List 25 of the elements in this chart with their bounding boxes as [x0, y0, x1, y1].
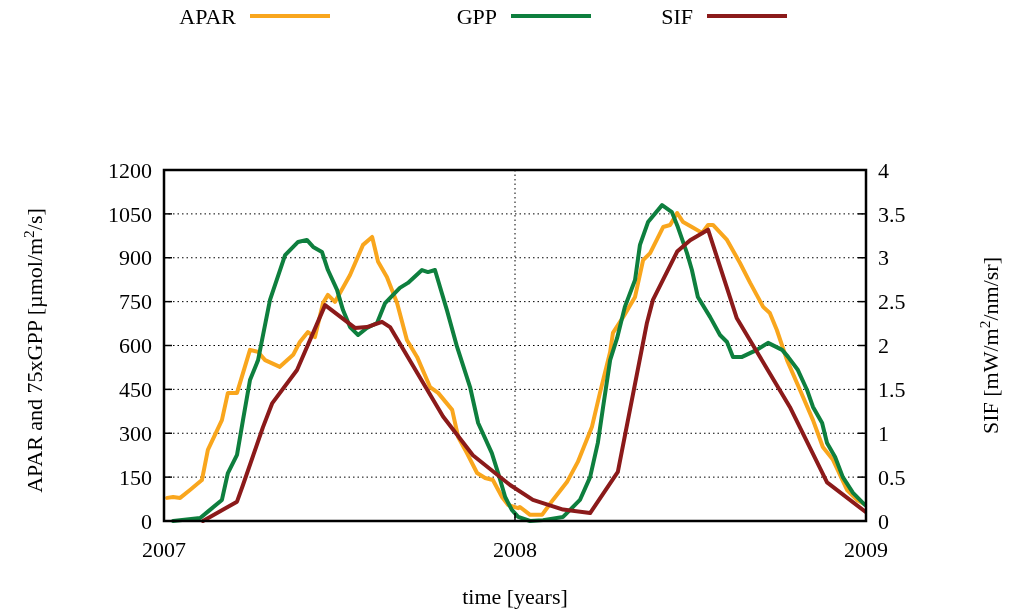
y2-tick-label: 1	[878, 420, 889, 446]
y2-tick-label: 3.5	[878, 201, 906, 227]
y-tick-label: 1050	[108, 201, 152, 227]
y-tick-label: 600	[119, 333, 152, 359]
y2-tick-label: 1.5	[878, 377, 906, 403]
y-tick-label: 450	[119, 377, 152, 403]
y-tick-label: 900	[119, 245, 152, 271]
x-tick-label: 2008	[493, 537, 537, 562]
y2-tick-label: 0	[878, 508, 889, 534]
y2-tick-label: 4	[878, 157, 889, 183]
y2-tick-label: 2.5	[878, 289, 906, 315]
y2-tick-label: 0.5	[878, 464, 906, 490]
y-tick-label: 150	[119, 464, 152, 490]
y-tick-label: 300	[119, 420, 152, 446]
x-axis-title: time [years]	[462, 584, 568, 609]
y-tick-label: 750	[119, 289, 152, 315]
legend-label: GPP	[456, 4, 497, 29]
legend-label: SIF	[661, 4, 693, 29]
y2-tick-label: 2	[878, 333, 889, 359]
y2-tick-label: 3	[878, 245, 889, 271]
y-tick-label: 1200	[108, 157, 152, 183]
legend-label: APAR	[179, 4, 237, 29]
y-tick-label: 0	[141, 508, 152, 534]
x-tick-label: 2007	[142, 537, 186, 562]
x-tick-label: 2009	[844, 537, 888, 562]
